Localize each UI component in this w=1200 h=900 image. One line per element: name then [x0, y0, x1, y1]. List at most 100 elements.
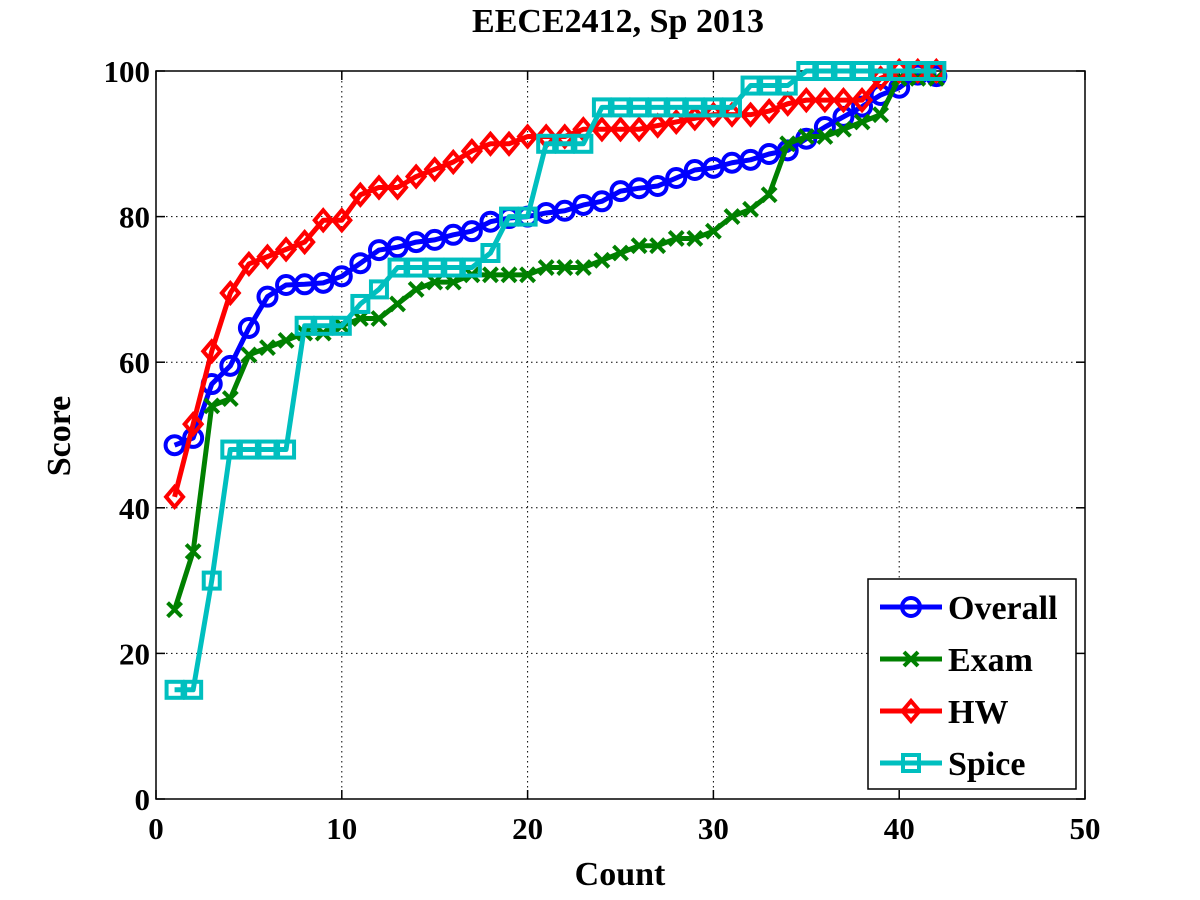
- data-point-exam: [537, 259, 555, 276]
- data-point-hw: [776, 90, 799, 117]
- data-point-exam: [556, 259, 574, 276]
- data-point-spice: [480, 243, 501, 263]
- x-tick-label: 40: [884, 811, 915, 846]
- data-point-overall: [665, 167, 688, 190]
- data-point-hw: [349, 181, 372, 208]
- data-point-hw: [702, 101, 725, 128]
- data-point-spice: [610, 97, 631, 118]
- data-point-hw: [627, 116, 651, 143]
- data-point-exam: [500, 266, 518, 284]
- y-tick-label: 40: [119, 491, 150, 526]
- data-point-spice: [926, 61, 947, 81]
- data-point-exam: [370, 310, 388, 327]
- data-point-hw: [293, 228, 316, 256]
- data-point-exam: [482, 266, 499, 284]
- data-point-hw: [330, 207, 353, 234]
- data-point-overall: [312, 271, 335, 294]
- data-point-exam: [277, 331, 295, 349]
- data-point-spice: [554, 133, 575, 154]
- data-point-hw: [367, 174, 391, 201]
- data-point-spice: [759, 75, 780, 96]
- data-point-hw: [386, 174, 409, 201]
- data-point-hw: [219, 279, 242, 307]
- data-point-hw: [200, 338, 223, 365]
- data-point-spice: [517, 206, 538, 227]
- data-point-hw: [256, 243, 279, 270]
- data-point-spice: [257, 439, 278, 460]
- data-point-spice: [183, 679, 204, 700]
- data-point-hw: [479, 130, 502, 157]
- data-point-spice: [740, 75, 761, 96]
- data-point-exam: [816, 128, 834, 145]
- y-tick-label: 20: [119, 636, 150, 671]
- data-point-spice: [387, 257, 408, 278]
- data-point-hw: [758, 97, 781, 125]
- data-point-exam: [742, 200, 759, 218]
- data-point-spice: [796, 61, 817, 81]
- data-point-exam: [686, 230, 704, 247]
- y-tick-label: 60: [119, 345, 150, 380]
- data-point-hw: [665, 108, 688, 136]
- y-tick-label: 100: [104, 54, 151, 89]
- data-point-exam: [221, 390, 239, 408]
- data-point-exam: [649, 237, 667, 255]
- data-point-hw: [182, 410, 205, 438]
- data-point-hw: [832, 87, 855, 114]
- axis-ticks: 0 10 20 30 40 50 0 20 40 60 80 100: [104, 54, 1101, 846]
- data-point-overall: [460, 220, 483, 243]
- data-point-hw: [274, 236, 298, 263]
- data-point-spice: [313, 315, 334, 336]
- x-tick-label: 20: [512, 811, 543, 846]
- data-point-exam: [667, 230, 685, 247]
- data-point-exam: [389, 295, 406, 313]
- data-point-spice: [424, 257, 445, 278]
- legend-label: Exam: [948, 642, 1033, 679]
- data-point-spice: [814, 61, 835, 81]
- data-point-spice: [777, 75, 798, 96]
- data-point-spice: [201, 570, 222, 591]
- legend-item-exam: Exam: [880, 642, 1033, 679]
- data-point-hw: [739, 101, 762, 128]
- data-point-exam: [612, 244, 629, 262]
- data-point-overall: [553, 199, 576, 222]
- data-point-spice: [573, 133, 594, 154]
- data-point-spice: [276, 439, 297, 460]
- data-point-spice: [907, 61, 928, 81]
- data-point-hw: [813, 87, 837, 114]
- data-point-spice: [591, 97, 612, 118]
- data-point-overall: [739, 148, 762, 171]
- data-point-exam: [872, 106, 890, 124]
- data-point-hw: [442, 148, 465, 176]
- data-point-spice: [331, 315, 352, 336]
- legend-label: Spice: [948, 746, 1025, 783]
- y-axis-label: Score: [41, 396, 78, 477]
- data-point-spice: [684, 97, 705, 118]
- legend-item-hw: HW: [880, 694, 1008, 731]
- data-point-spice: [368, 279, 389, 300]
- data-point-exam: [853, 113, 871, 131]
- data-point-hw: [609, 116, 632, 143]
- data-point-exam: [519, 266, 537, 284]
- data-point-hw: [404, 163, 428, 190]
- legend-marker-square-icon: [901, 753, 921, 773]
- x-tick-label: 50: [1070, 811, 1101, 846]
- data-point-hw: [553, 123, 576, 150]
- data-point-spice: [629, 97, 650, 118]
- chart-title: EECE2412, Sp 2013: [472, 3, 764, 40]
- data-point-spice: [461, 257, 482, 278]
- data-point-spice: [443, 257, 464, 278]
- data-point-hw: [423, 156, 446, 183]
- data-point-exam: [184, 543, 202, 560]
- data-point-spice: [350, 293, 371, 314]
- y-tick-label: 80: [119, 200, 150, 235]
- y-tick-label: 0: [135, 782, 151, 817]
- data-point-overall: [590, 190, 613, 213]
- data-point-spice: [852, 61, 873, 81]
- data-point-exam: [240, 346, 258, 364]
- data-point-spice: [721, 97, 742, 118]
- data-point-exam: [704, 222, 722, 240]
- x-axis-label: Count: [575, 856, 666, 893]
- data-point-overall: [256, 285, 279, 308]
- data-point-spice: [833, 61, 854, 81]
